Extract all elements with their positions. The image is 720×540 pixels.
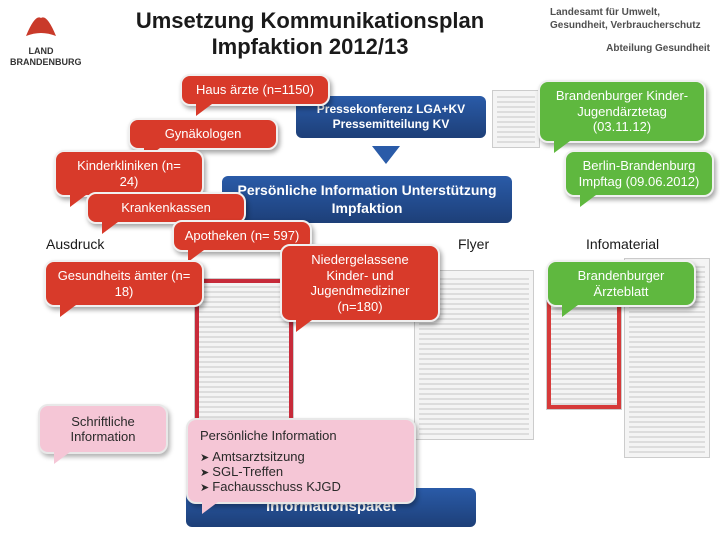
thumb-poster [194,278,294,428]
callout-red-2: Kinderkliniken (n= 24) [54,150,204,197]
pink-info-item: SGL-Treffen [200,464,402,479]
callout-red-3: Krankenkassen [86,192,246,224]
label-infomaterial: Infomaterial [586,236,659,252]
thumb-aerzteblatt [546,300,622,410]
pink-schrift-label: Schriftliche Information [70,414,135,444]
logo-line2: BRANDENBURG [10,58,72,67]
callout-green-1: Berlin-Brandenburg Impftag (09.06.2012) [564,150,714,197]
header-dept: Abteilung Gesundheit [550,42,710,55]
callout-red-0: Haus ärzte (n=1150) [180,74,330,106]
callout-red-1: Gynäkologen [128,118,278,150]
arrow-1 [372,146,400,164]
pink-info-item: Amtsarztsitzung [200,449,402,464]
pink-info-list: Amtsarztsitzung SGL-Treffen Fachausschus… [200,449,402,494]
page-title: Umsetzung Kommunikationsplan Impfaktion … [80,8,540,61]
pink-persoenliche: Persönliche Information Amtsarztsitzung … [186,418,416,504]
slide: LAND BRANDENBURG Umsetzung Kommunikation… [0,0,720,540]
logo-line1: LAND [10,47,72,56]
thumb-press [492,90,540,148]
pink-info-title: Persönliche Information [200,428,402,443]
callout-green-0: Brandenburger Kinder- Jugendärztetag (03… [538,80,706,143]
header-org: Landesamt für Umwelt, Gesundheit, Verbra… [550,6,710,55]
blue-mid: Persönliche Information Unterstützung Im… [222,176,512,223]
label-ausdruck: Ausdruck [46,236,104,252]
pink-schriftliche: Schriftliche Information [38,404,168,454]
brandenburg-logo: LAND BRANDENBURG [10,10,72,67]
pink-info-item: Fachausschuss KJGD [200,479,402,494]
callout-green-2: Brandenburger Ärzteblatt [546,260,696,307]
header-org-name: Landesamt für Umwelt, Gesundheit, Verbra… [550,6,710,32]
callout-red-5: Gesundheits ämter (n= 18) [44,260,204,307]
callout-red-6: Niedergelassene Kinder- und Jugendmedizi… [280,244,440,322]
label-flyer: Flyer [458,236,489,252]
